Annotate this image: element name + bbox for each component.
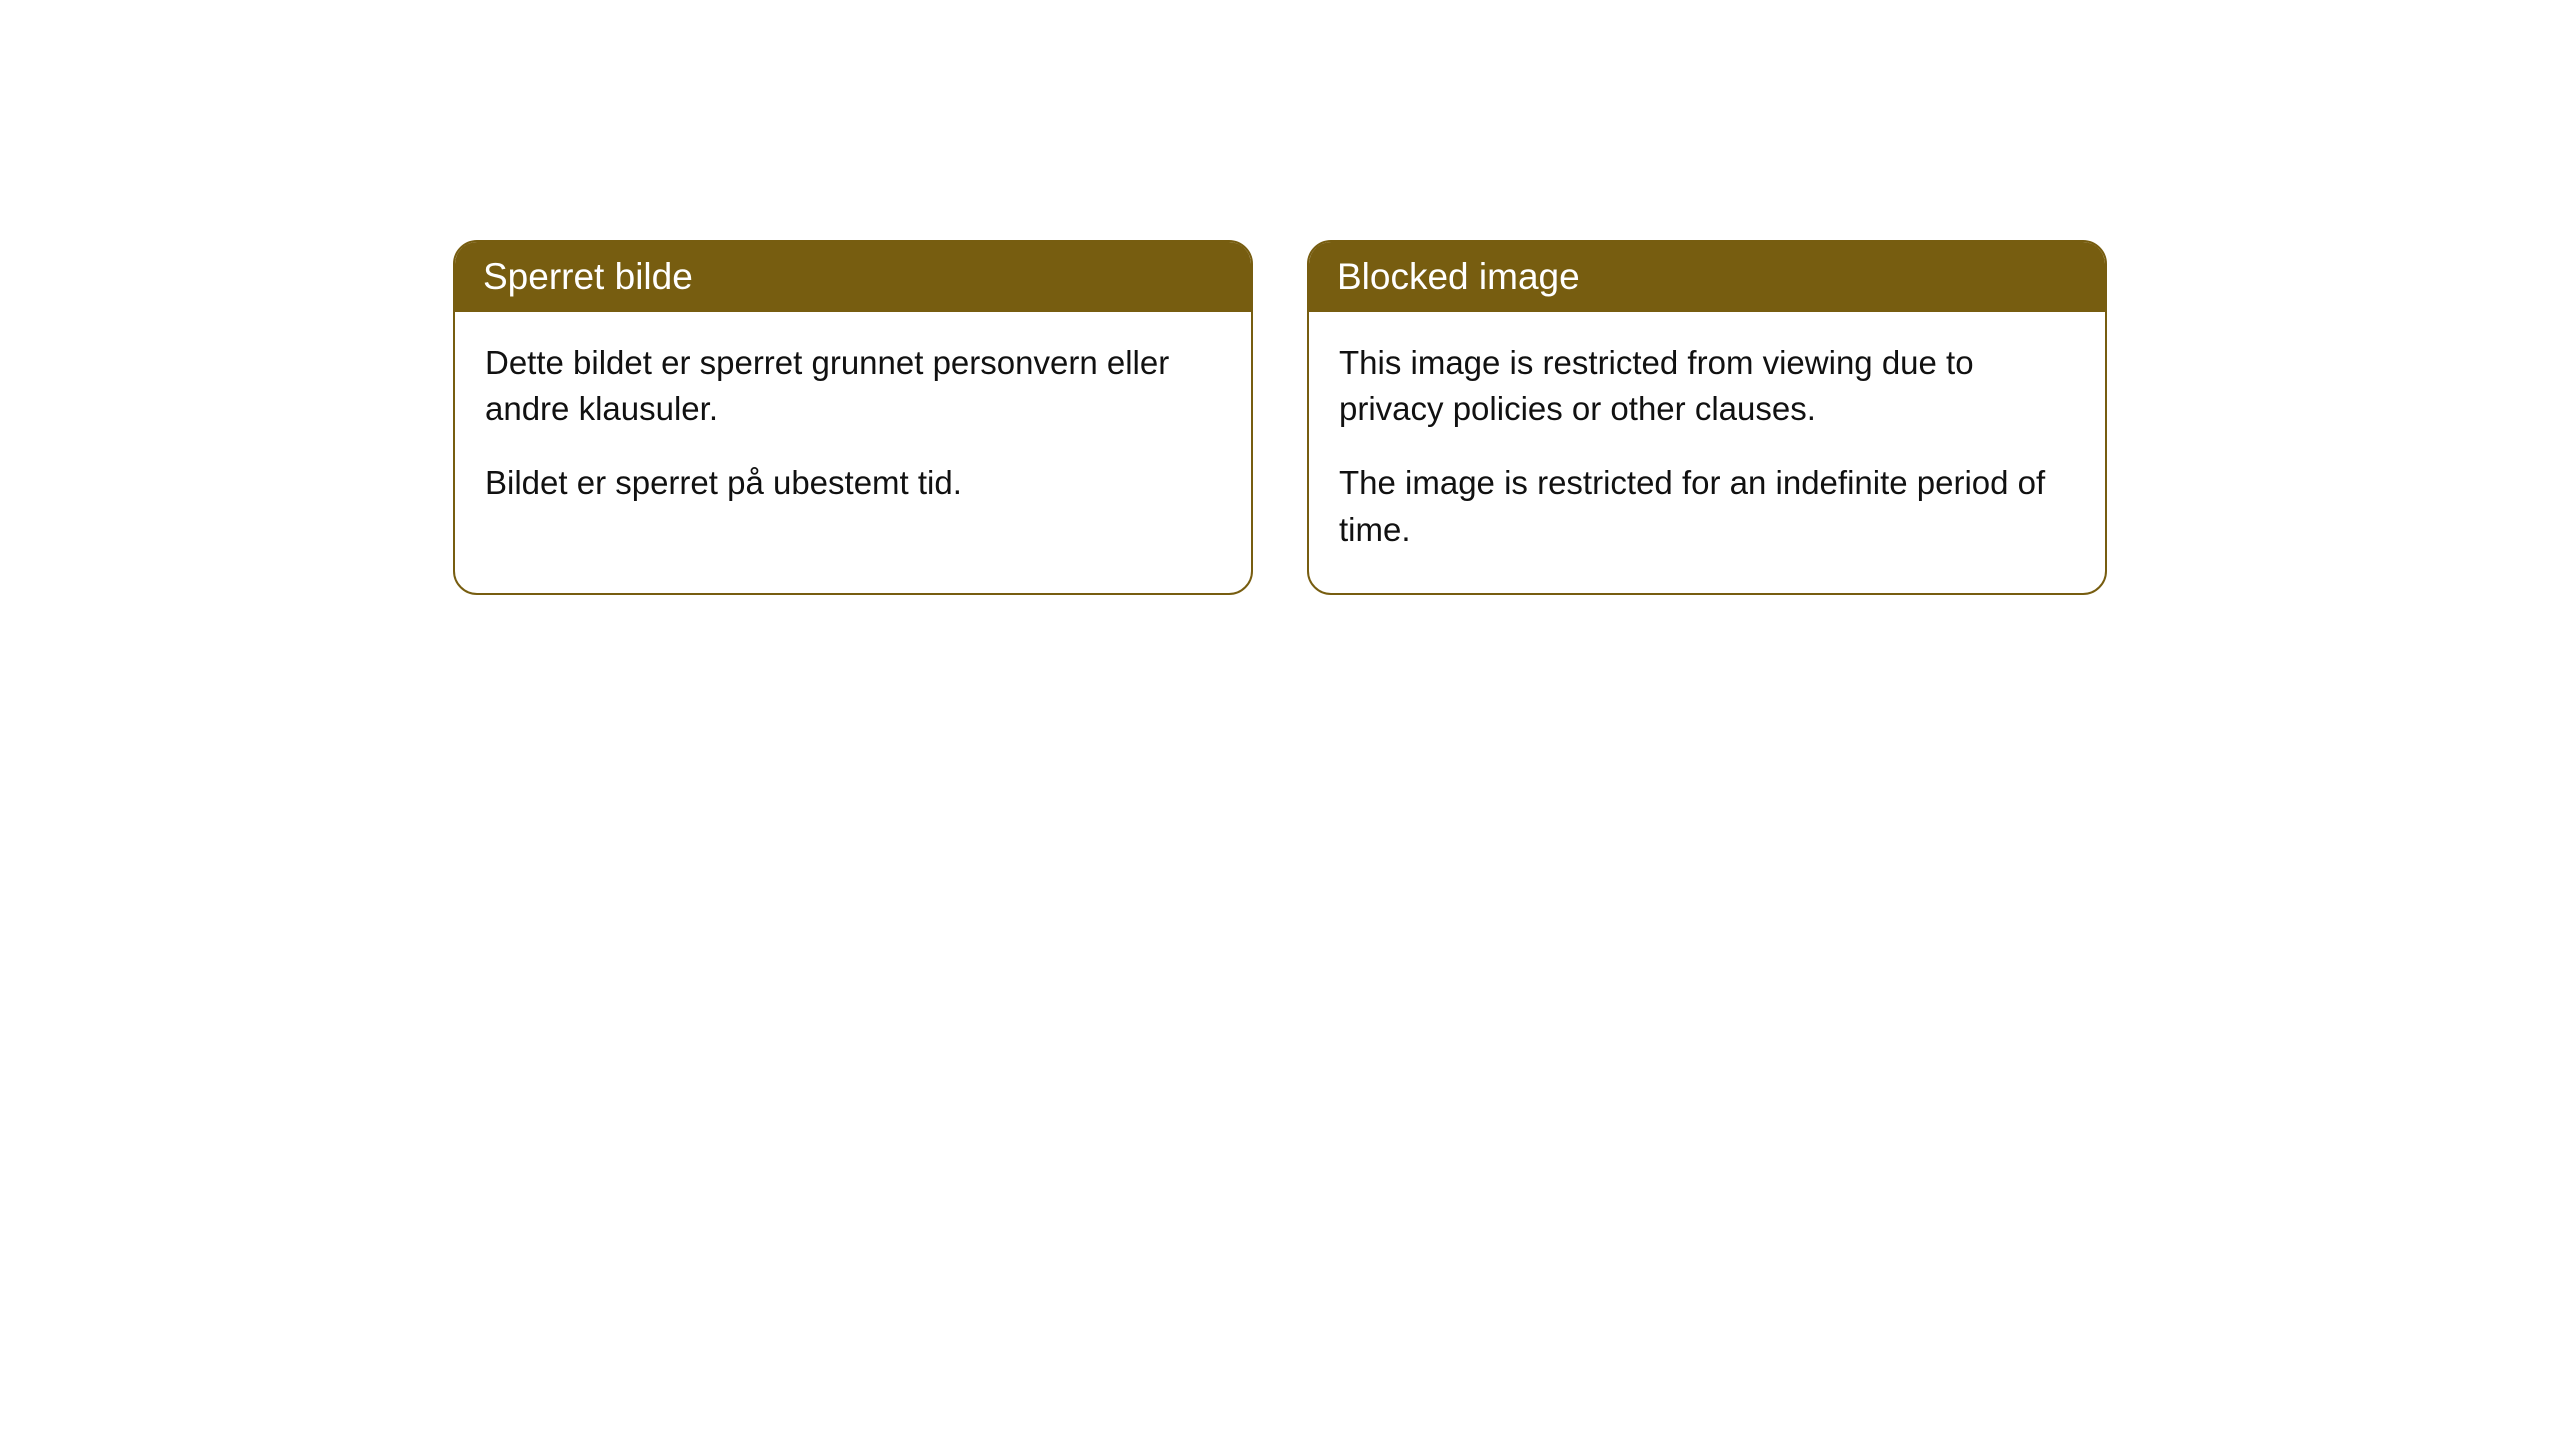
- card-body-english: This image is restricted from viewing du…: [1309, 312, 2105, 593]
- card-header-norwegian: Sperret bilde: [455, 242, 1251, 312]
- blocked-image-card-english: Blocked image This image is restricted f…: [1307, 240, 2107, 595]
- card-header-english: Blocked image: [1309, 242, 2105, 312]
- card-body-norwegian: Dette bildet er sperret grunnet personve…: [455, 312, 1251, 547]
- card-paragraph: Bildet er sperret på ubestemt tid.: [485, 460, 1221, 506]
- notice-cards-container: Sperret bilde Dette bildet er sperret gr…: [453, 240, 2107, 595]
- card-paragraph: This image is restricted from viewing du…: [1339, 340, 2075, 432]
- card-paragraph: Dette bildet er sperret grunnet personve…: [485, 340, 1221, 432]
- card-paragraph: The image is restricted for an indefinit…: [1339, 460, 2075, 552]
- blocked-image-card-norwegian: Sperret bilde Dette bildet er sperret gr…: [453, 240, 1253, 595]
